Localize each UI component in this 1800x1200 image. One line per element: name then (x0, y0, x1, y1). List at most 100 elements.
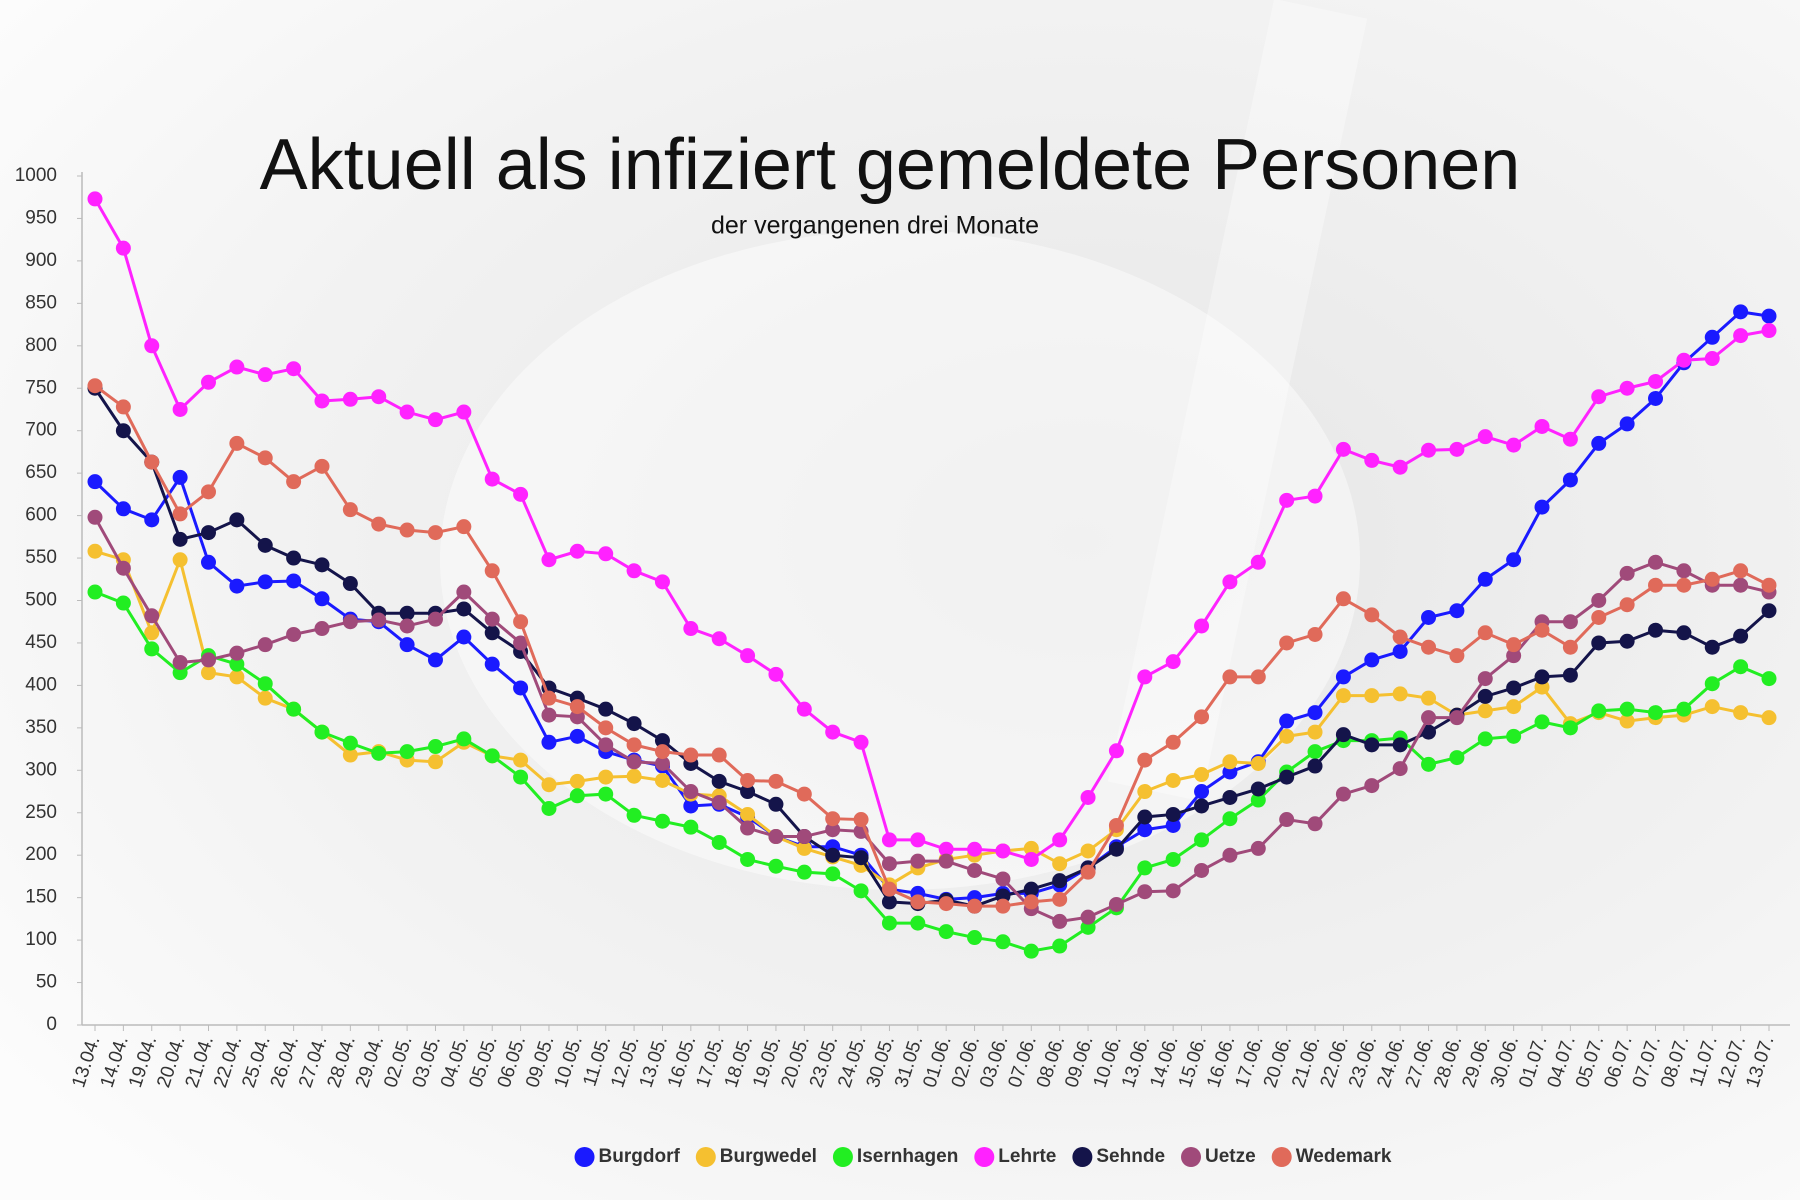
data-point (683, 784, 699, 800)
data-point (711, 631, 727, 647)
data-point (1222, 574, 1238, 590)
data-point (1676, 701, 1692, 717)
data-point (1591, 609, 1607, 625)
legend-label: Burgwedel (720, 1146, 817, 1167)
data-point (1108, 743, 1124, 759)
data-point (910, 894, 926, 910)
legend-marker (1181, 1147, 1202, 1167)
y-tick-label: 400 (25, 674, 57, 695)
data-point (1080, 909, 1096, 925)
y-tick-label: 300 (25, 759, 57, 780)
data-point (399, 637, 415, 653)
data-point (598, 737, 614, 753)
legend-label: Isernhagen (857, 1146, 958, 1167)
data-point (1052, 856, 1068, 872)
legend-marker (1072, 1147, 1093, 1167)
data-point (1761, 323, 1777, 339)
data-point (768, 773, 784, 789)
data-point (1648, 373, 1664, 389)
data-point (286, 550, 302, 566)
data-point (1080, 843, 1096, 859)
data-point (1023, 943, 1039, 959)
y-tick-label: 950 (25, 207, 57, 228)
y-tick-label: 50 (36, 972, 57, 993)
data-point (683, 798, 699, 814)
data-point (257, 690, 273, 706)
data-point (995, 934, 1011, 950)
data-point (1364, 607, 1380, 623)
data-point (1194, 862, 1210, 878)
data-point (144, 608, 160, 624)
data-point (1648, 622, 1664, 638)
data-point (1307, 816, 1323, 832)
data-point (342, 502, 358, 518)
data-point (1194, 832, 1210, 848)
y-tick-label: 650 (25, 462, 57, 483)
data-point (1733, 577, 1749, 593)
data-point (1591, 389, 1607, 405)
data-point (513, 635, 529, 651)
y-tick-label: 550 (25, 547, 57, 568)
data-point (1421, 756, 1437, 772)
data-point (342, 614, 358, 630)
data-point (768, 858, 784, 874)
y-tick-label: 150 (25, 887, 57, 908)
data-point (513, 769, 529, 785)
data-point (1648, 705, 1664, 721)
data-point (967, 930, 983, 946)
data-point (1222, 811, 1238, 827)
data-point (1052, 891, 1068, 907)
data-point (1591, 593, 1607, 608)
data-point (314, 591, 330, 607)
data-point (1307, 758, 1323, 774)
data-point (1080, 789, 1096, 805)
legend-marker (695, 1147, 716, 1167)
data-point (541, 777, 557, 793)
data-point (342, 747, 358, 763)
data-point (257, 574, 273, 590)
data-point (484, 563, 500, 579)
data-point (371, 516, 387, 532)
data-point (541, 690, 557, 706)
data-point (257, 637, 273, 653)
data-point (286, 626, 302, 642)
data-point (257, 367, 273, 383)
data-point (1137, 669, 1153, 685)
data-point (853, 812, 869, 828)
data-point (1449, 710, 1465, 726)
data-point (1165, 734, 1181, 750)
data-point (1194, 618, 1210, 634)
data-point (995, 871, 1011, 887)
data-point (115, 560, 131, 576)
legend-item: Isernhagen (832, 1146, 958, 1167)
data-point (427, 412, 443, 428)
data-point (427, 754, 443, 770)
legend-item: Sehnde (1072, 1146, 1165, 1167)
data-point (1648, 390, 1664, 406)
data-point (1477, 571, 1493, 587)
data-point (1562, 614, 1578, 630)
data-point (654, 813, 670, 829)
data-point (172, 506, 188, 522)
data-point (172, 531, 188, 547)
data-point (1534, 418, 1550, 434)
chart-subtitle: der vergangenen drei Monate (711, 212, 1039, 240)
data-point (1137, 884, 1153, 900)
data-point (1534, 714, 1550, 730)
y-tick-label: 600 (25, 505, 57, 526)
data-point (1733, 304, 1749, 320)
data-point (1222, 754, 1238, 770)
data-point (740, 784, 756, 800)
data-point (1165, 851, 1181, 867)
data-point (1307, 626, 1323, 642)
data-point (1364, 778, 1380, 794)
data-point (172, 401, 188, 417)
data-point (1023, 881, 1039, 897)
data-point (1676, 577, 1692, 593)
data-point (1477, 671, 1493, 687)
data-point (1648, 554, 1664, 570)
data-point (1421, 724, 1437, 740)
data-point (1421, 690, 1437, 706)
data-point (1250, 781, 1266, 797)
data-point (1704, 329, 1720, 345)
